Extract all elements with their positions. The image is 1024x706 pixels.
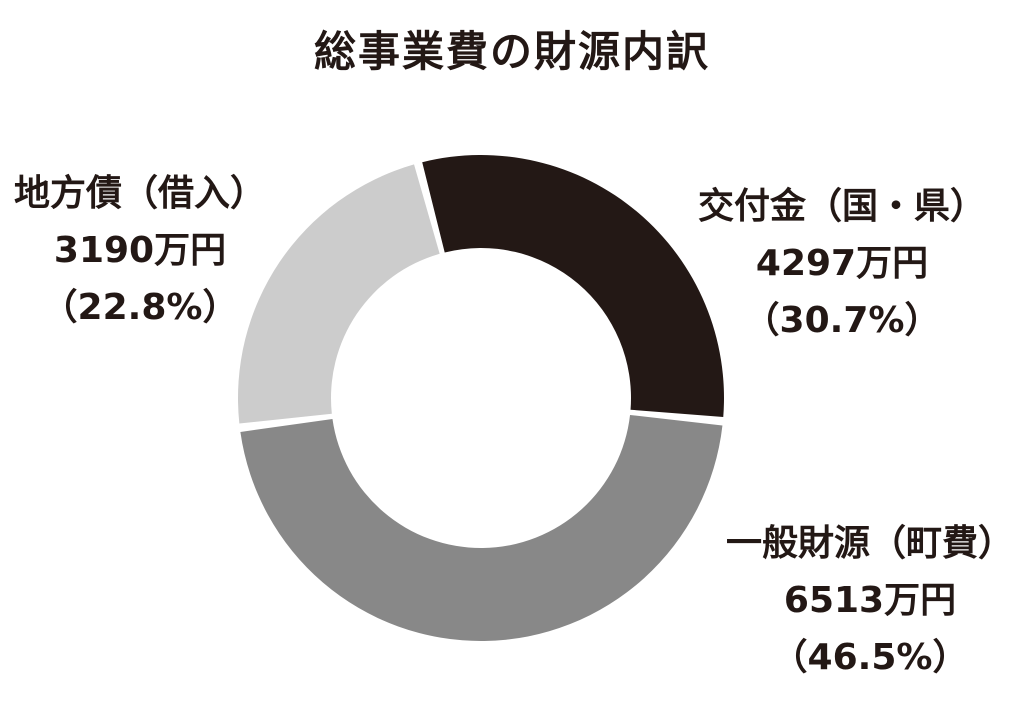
donut-slices	[238, 155, 724, 641]
slice-label-general-fund-name: 一般財源（町費）	[726, 523, 1014, 564]
slice-label-general-fund-value: 6513万円	[784, 580, 956, 621]
slice-label-grant-value: 4297万円	[756, 243, 928, 284]
slice-label-local-bond-name: 地方債（借入）	[14, 173, 266, 214]
donut-slice-general-fund	[240, 414, 723, 641]
slice-label-local-bond-percent: （22.8%）	[42, 287, 239, 328]
donut-slice-local-bond	[238, 164, 440, 424]
slice-label-grant-name: 交付金（国・県）	[698, 185, 986, 227]
chart-title: 総事業費の財源内訳	[314, 27, 710, 76]
slice-label-local-bond-value: 3190万円	[54, 230, 226, 271]
slice-label-general-fund-percent: （46.5%）	[772, 637, 969, 678]
donut-slice-grant	[422, 155, 724, 418]
legend-label-general-fund: 一般財源（町費） 6513万円 （46.5%）	[726, 523, 1014, 678]
slice-label-grant-percent: （30.7%）	[744, 300, 941, 341]
legend-label-local-bond: 地方債（借入） 3190万円 （22.8%）	[14, 173, 266, 328]
legend-label-grant: 交付金（国・県） 4297万円 （30.7%）	[698, 185, 986, 341]
